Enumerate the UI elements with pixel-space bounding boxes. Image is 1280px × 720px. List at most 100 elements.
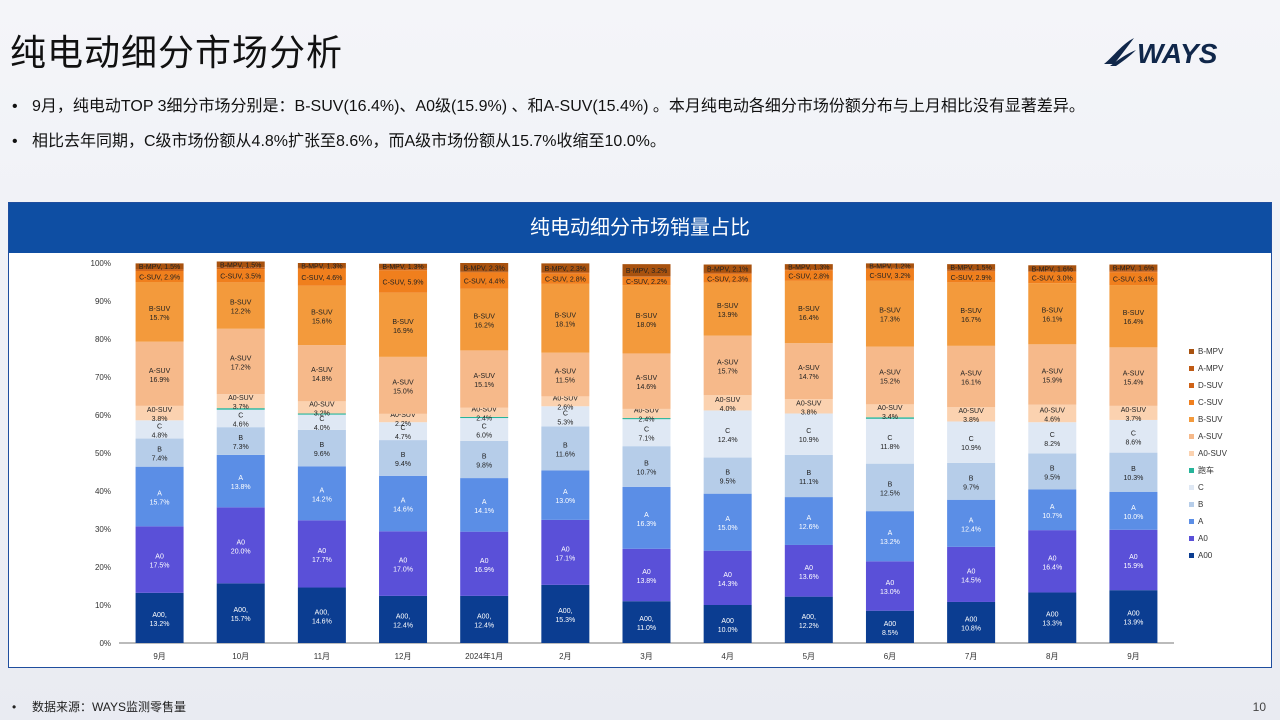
bar-segment [784,497,833,545]
legend-label: C-SUV [1198,398,1224,407]
data-label: C-SUV, 5.9% [383,279,424,286]
bar-segment [865,561,914,611]
data-label: 16.2% [474,323,494,330]
data-label: B-MPV, 2.3% [464,265,505,272]
data-label: B-SUV [392,319,414,326]
data-label: 17.5% [150,563,170,570]
bar-segment [135,438,184,467]
data-label: A0 [805,565,814,572]
data-label: A [644,512,649,519]
bar-segment [1109,271,1158,273]
data-label: A0-SUV [228,395,254,402]
data-label: 16.9% [150,377,170,384]
bar-segment [622,446,671,487]
data-label: B-MPV, 1.5% [950,265,991,272]
data-label: A [1050,504,1055,511]
data-label: 10.7% [1042,513,1062,520]
data-label: 14.1% [474,508,494,515]
data-label: 9.8% [476,462,492,469]
data-label: A [157,491,162,498]
data-label: 14.7% [799,374,819,381]
bar-segment [703,264,752,273]
bar-segment [135,341,184,406]
bar-segment [622,601,671,643]
data-label: A0-SUV [147,407,173,414]
data-label: 14.6% [393,507,413,514]
bar-segment [947,407,996,422]
data-label: 10.8% [961,625,981,632]
bar-segment [297,345,346,402]
data-label: C [401,425,406,432]
bar-segment [784,399,833,414]
bar-segment [379,268,428,270]
x-tick-label: 2024年1月 [465,651,503,661]
data-label: 14.8% [312,376,332,383]
data-label: A0 [561,546,570,553]
bar-segment [379,422,428,441]
summary-text-1: 9月，纯电动TOP 3细分市场分别是：B-SUV(16.4%)、A0级(15.9… [32,98,1085,115]
x-tick-label: 6月 [884,652,896,661]
legend-label: A0-SUV [1198,449,1228,458]
data-label: A0-SUV [1040,407,1066,414]
data-label: B-SUV [311,309,333,316]
data-label: C [1131,430,1136,437]
bar-segment [297,267,346,269]
data-label: 11.6% [556,451,575,458]
bullet-dot-icon: • [12,98,18,115]
bar-segment [216,394,265,409]
data-label: A [969,517,974,524]
bar-segment [622,276,671,286]
x-tick-label: 3月 [640,652,652,661]
legend-swatch [1189,383,1194,388]
data-label: A [320,487,325,494]
bar-segment [1109,270,1158,272]
data-label: 16.4% [1042,564,1062,571]
bar-segment [135,420,184,439]
data-label: A [482,499,487,506]
legend-swatch [1189,349,1194,354]
x-tick-label: 2月 [559,652,571,661]
data-label: A00, [558,608,572,615]
bar-segment [216,454,265,508]
bar-segment [1109,529,1158,591]
bar-segment [1028,489,1077,531]
data-label: 13.3% [1042,621,1062,628]
bar-segment [541,396,590,407]
bar-segment [1028,592,1077,643]
data-label: 17.0% [393,567,413,574]
data-label: 15.7% [150,315,170,322]
data-label: 10.9% [799,437,819,444]
source-note: 数据来源：WAYS监测零售量 [32,700,187,714]
data-label: A [888,530,893,537]
data-label: 15.6% [312,318,332,325]
legend-label: 跑车 [1198,465,1214,475]
legend-label: A [1198,517,1204,526]
data-label: 15.2% [880,378,900,385]
data-label: A0-SUV [715,397,741,404]
bar-segment [460,288,509,351]
data-label: B [1050,465,1055,472]
data-label: A00, [315,609,329,616]
bar-segment [460,407,509,417]
legend-swatch [1189,451,1194,456]
bar-segment [460,271,509,273]
bar-segment [1028,422,1077,454]
data-label: 2.6% [557,404,573,411]
data-label: 13.8% [231,484,251,491]
data-label: A00, [234,607,248,614]
footer-note: • 数据来源：WAYS监测零售量 [12,698,186,715]
bar-segment [541,426,590,471]
data-label: 15.3% [555,617,575,624]
data-label: A0-SUV [472,406,498,413]
bar-segment [379,440,428,476]
data-label: 13.2% [150,621,170,628]
bar-segment [216,507,265,584]
bar-segment [947,345,996,408]
data-label: 16.9% [474,567,494,574]
x-tick-label: 9月 [1127,652,1139,661]
data-label: 10.0% [718,627,738,634]
data-label: B-SUV [149,306,171,313]
bar-segment [784,270,833,281]
data-label: 2.4% [639,416,655,423]
data-label: A-SUV [392,379,414,386]
